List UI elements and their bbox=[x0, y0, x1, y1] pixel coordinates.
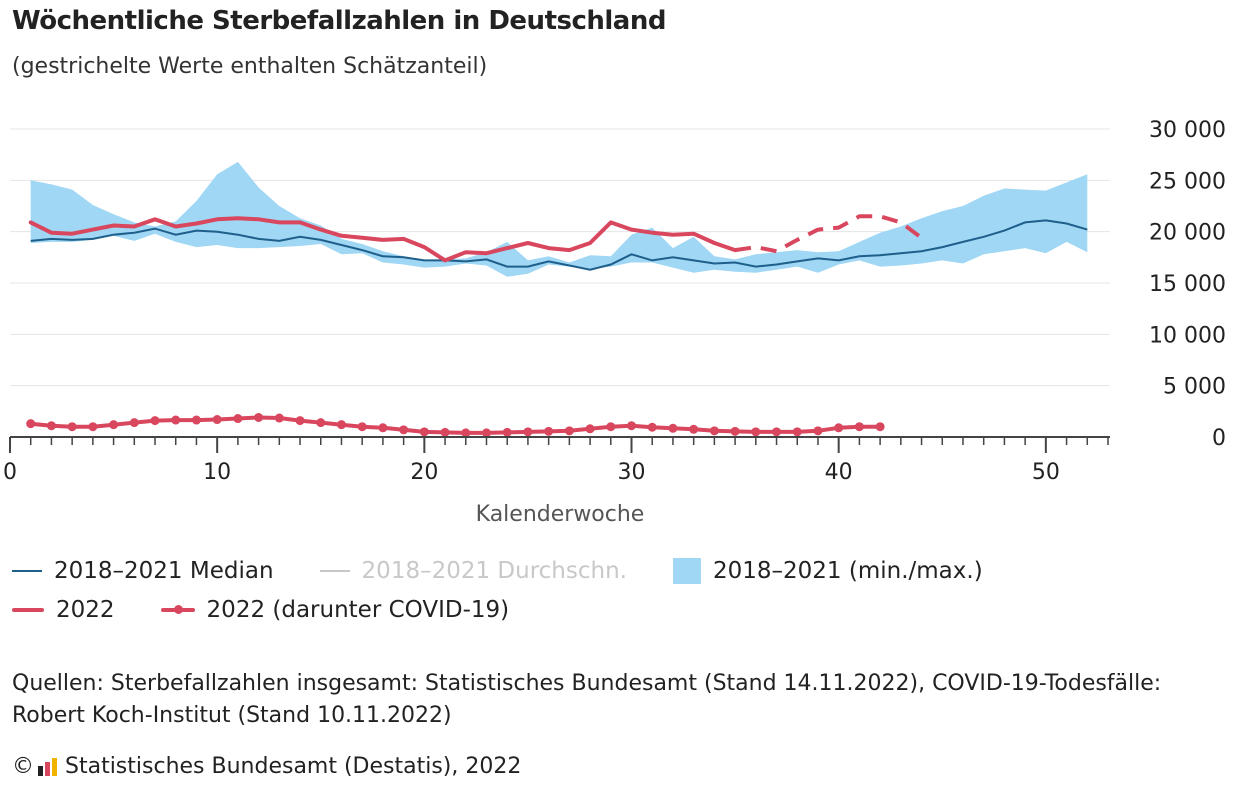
covid-point bbox=[440, 427, 450, 437]
y-tick-label: 25 000 bbox=[1149, 169, 1226, 194]
legend-swatch-average bbox=[319, 570, 350, 572]
covid-point bbox=[357, 422, 367, 432]
legend-row-2: 2022 2022 (darunter COVID-19) bbox=[12, 597, 555, 623]
x-tick-label: 10 bbox=[203, 460, 231, 485]
covid-point bbox=[46, 421, 56, 431]
legend-label-average: 2018–2021 Durchschn. bbox=[361, 558, 627, 584]
covid-point bbox=[419, 427, 429, 437]
legend-label-covid: 2022 (darunter COVID-19) bbox=[206, 597, 510, 623]
covid-point bbox=[751, 427, 761, 437]
legend-item-median[interactable]: 2018–2021 Median bbox=[12, 558, 274, 584]
covid-point bbox=[564, 426, 574, 436]
series-range-area bbox=[30, 161, 1088, 277]
legend-item-average[interactable]: 2018–2021 Durchschn. bbox=[319, 558, 627, 584]
covid-point bbox=[254, 412, 264, 422]
covid-point bbox=[689, 424, 699, 434]
chart-title: Wöchentliche Sterbefallzahlen in Deutsch… bbox=[12, 6, 666, 36]
y-tick-label: 5 000 bbox=[1163, 375, 1226, 400]
covid-point bbox=[481, 428, 491, 438]
legend-item-covid[interactable]: 2022 (darunter COVID-19) bbox=[160, 597, 510, 623]
covid-point bbox=[26, 419, 36, 429]
copyright-symbol: © bbox=[12, 754, 34, 779]
covid-point bbox=[171, 415, 181, 425]
covid-point bbox=[212, 415, 222, 425]
legend-swatch-covid bbox=[160, 605, 195, 614]
covid-point bbox=[274, 413, 284, 423]
series-2022-line bbox=[28, 216, 738, 263]
covid-point bbox=[88, 422, 98, 432]
covid-point bbox=[544, 426, 554, 436]
legend-row-1: 2018–2021 Median 2018–2021 Durchschn. 20… bbox=[12, 558, 1029, 584]
covid-point bbox=[67, 422, 77, 432]
series-2022-estimate-line bbox=[734, 214, 923, 254]
covid-point bbox=[792, 427, 802, 437]
x-axis-title: Kalenderwoche bbox=[476, 502, 645, 527]
covid-point bbox=[129, 418, 139, 428]
sources-note: Quellen: Sterbefallzahlen insgesamt: Sta… bbox=[12, 671, 1162, 728]
covid-point bbox=[854, 422, 864, 432]
covid-point bbox=[627, 421, 637, 431]
legend-swatch-2022 bbox=[12, 608, 44, 612]
series-median-line bbox=[30, 219, 1088, 271]
chart-area: 0 5 000 10 000 15 000 20 000 25 000 30 000 0 10 2… bbox=[3, 118, 1226, 527]
legend-label-2022: 2022 bbox=[56, 597, 115, 623]
covid-point bbox=[316, 418, 326, 428]
legend-item-2022[interactable]: 2022 bbox=[12, 597, 115, 623]
legend-swatch-median bbox=[12, 570, 42, 572]
y-tick-label: 10 000 bbox=[1149, 323, 1226, 348]
covid-point bbox=[461, 428, 471, 438]
legend-swatch-range bbox=[672, 558, 701, 584]
x-tick-label: 30 bbox=[618, 460, 646, 485]
legend-label-median: 2018–2021 Median bbox=[54, 558, 274, 584]
covid-point bbox=[772, 427, 782, 437]
copyright-line: © Statistisches Bundesamt (Destatis), 20… bbox=[12, 754, 521, 779]
destatis-logo-icon bbox=[38, 757, 57, 776]
covid-point bbox=[523, 427, 533, 437]
legend-label-range: 2018–2021 (min./max.) bbox=[712, 558, 983, 584]
chart-subtitle: (gestrichelte Werte enthalten Schätzante… bbox=[12, 54, 488, 79]
covid-point bbox=[585, 424, 595, 434]
x-tick-label: 20 bbox=[410, 460, 438, 485]
covid-point bbox=[834, 423, 844, 433]
covid-point bbox=[191, 415, 201, 425]
x-tick-label: 40 bbox=[825, 460, 853, 485]
y-tick-label: 30 000 bbox=[1149, 118, 1226, 143]
x-tick-label: 0 bbox=[3, 460, 17, 485]
covid-point bbox=[378, 423, 388, 433]
covid-point bbox=[336, 420, 346, 430]
covid-point bbox=[647, 422, 657, 432]
covid-point bbox=[399, 425, 409, 435]
covid-point bbox=[295, 416, 305, 426]
covid-point bbox=[813, 426, 823, 436]
legend-item-range[interactable]: 2018–2021 (min./max.) bbox=[672, 558, 983, 584]
covid-point bbox=[502, 427, 512, 437]
y-tick-label: 0 bbox=[1212, 426, 1226, 451]
covid-point bbox=[709, 426, 719, 436]
x-tick-label: 50 bbox=[1032, 460, 1060, 485]
y-tick-label: 20 000 bbox=[1149, 221, 1226, 246]
covid-point bbox=[233, 414, 243, 424]
covid-point bbox=[606, 422, 616, 432]
covid-point bbox=[150, 416, 160, 426]
y-tick-label: 15 000 bbox=[1149, 272, 1226, 297]
covid-point bbox=[730, 426, 740, 436]
covid-point bbox=[875, 422, 885, 432]
copyright-text: Statistisches Bundesamt (Destatis), 2022 bbox=[65, 754, 522, 779]
covid-point bbox=[109, 420, 119, 430]
covid-point bbox=[668, 423, 678, 433]
